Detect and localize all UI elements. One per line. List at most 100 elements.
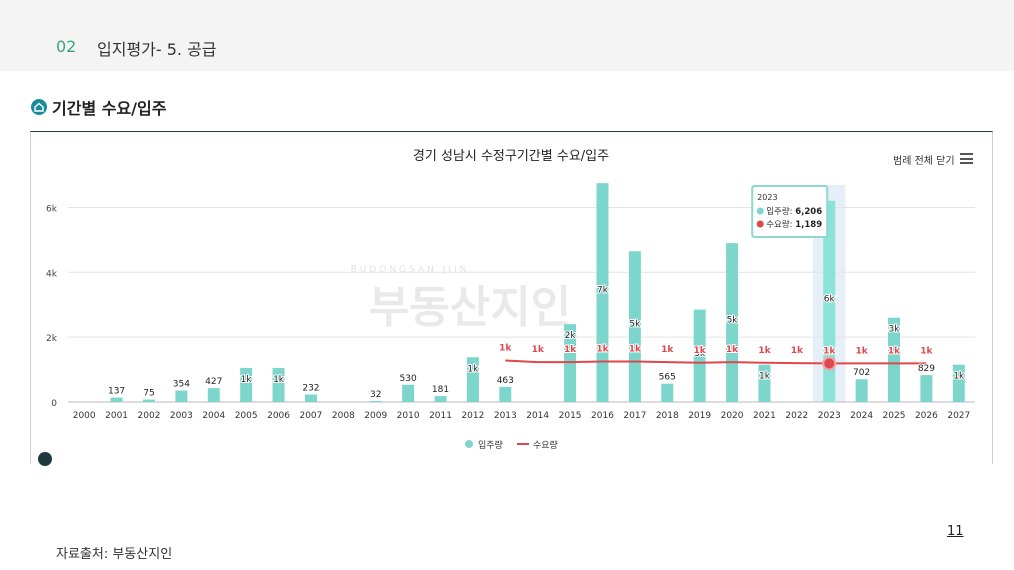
- bar: [466, 357, 479, 402]
- bar: [693, 309, 706, 402]
- tooltip-row-label: 입주량:: [766, 206, 792, 217]
- bar: [240, 367, 253, 402]
- x-tick-label: 2003: [170, 411, 193, 421]
- tooltip-row-label: 수요량:: [766, 219, 792, 230]
- bar: [272, 367, 285, 402]
- bar-data-label: 232: [302, 383, 319, 393]
- watermark-text: 부동산지인: [369, 282, 571, 333]
- bar: [888, 317, 901, 402]
- x-tick-label: 2001: [105, 411, 128, 421]
- bar: [110, 397, 123, 402]
- bar: [402, 384, 415, 402]
- brand-logo-icon: [38, 452, 52, 466]
- demand-data-label: 1k: [758, 346, 771, 356]
- bar-data-label: 7k: [597, 286, 609, 296]
- x-tick-label: 2026: [915, 411, 938, 421]
- x-tick-label: 2014: [526, 411, 549, 421]
- bar: [369, 400, 382, 402]
- supply-demand-chart: 경기 성남시 수정구기간별 수요/입주 0 2k 4k 6k 부동산지인 BUDONGSAN…: [46, 149, 975, 451]
- y-tick-label: 4k: [46, 269, 58, 279]
- bar: [142, 399, 155, 402]
- demand-point-marker: [822, 356, 837, 371]
- bar-data-label: 829: [918, 364, 935, 374]
- x-tick-label: 2002: [138, 411, 161, 421]
- bar: [207, 388, 220, 402]
- demand-line: [505, 359, 927, 365]
- x-tick-label: 2017: [623, 411, 646, 421]
- bar-data-label: 354: [173, 380, 190, 390]
- y-tick-label: 0: [51, 399, 57, 409]
- bar: [434, 396, 447, 402]
- bar: [628, 251, 641, 402]
- x-tick-label: 2006: [267, 411, 290, 421]
- legend-label-demand: 수요량: [533, 439, 558, 451]
- y-tick-label: 6k: [46, 204, 58, 214]
- x-tick-label: 2015: [559, 411, 582, 421]
- bar-data-label: 565: [659, 373, 676, 383]
- x-tick-label: 2024: [850, 411, 873, 421]
- bar: [304, 394, 317, 402]
- demand-data-label: 1k: [629, 344, 642, 354]
- x-tick-label: 2013: [494, 411, 517, 421]
- demand-data-label: 1k: [661, 345, 674, 355]
- demand-data-label: 1k: [856, 346, 869, 356]
- bar-data-label: 463: [497, 376, 514, 386]
- bar-data-label: 6k: [824, 294, 836, 304]
- source-note: 자료출처: 부동산지인: [56, 547, 173, 562]
- demand-data-label: 1k: [694, 346, 707, 356]
- legend-toggle-button[interactable]: 범례 전체 닫기: [893, 156, 955, 167]
- x-tick-label: 2011: [429, 411, 452, 421]
- bar-data-label: 1k: [273, 375, 285, 385]
- x-tick-label: 2008: [332, 411, 355, 421]
- bar: [175, 390, 188, 402]
- x-tick-label: 2021: [753, 411, 776, 421]
- bar: [952, 364, 965, 402]
- bar-data-label: 181: [432, 385, 449, 395]
- x-tick-label: 2023: [818, 411, 841, 421]
- x-tick-label: 2010: [397, 411, 420, 421]
- demand-data-label: 1k: [499, 343, 512, 353]
- bar-data-label: 1k: [467, 364, 479, 374]
- x-tick-label: 2020: [721, 411, 744, 421]
- demand-data-label: 1k: [532, 345, 545, 355]
- section-title: 기간별 수요/입주: [52, 99, 167, 118]
- slide-number: 02: [56, 37, 77, 56]
- demand-data-label: 1k: [726, 345, 739, 355]
- tooltip-marker: [756, 207, 764, 215]
- x-tick-label: 2000: [73, 411, 96, 421]
- bar-data-label: 3k: [694, 349, 706, 359]
- x-tick-label: 2012: [461, 411, 484, 421]
- chart-frame: [30, 131, 993, 464]
- watermark-subtext: BUDONGSAN JIIN: [351, 265, 470, 275]
- tooltip-row-value: 1,189: [795, 220, 822, 230]
- demand-data-label: 1k: [596, 344, 609, 354]
- bar-data-label: 1k: [953, 372, 965, 382]
- x-tick-label: 2025: [883, 411, 906, 421]
- bar-data-label: 32: [370, 390, 381, 400]
- bar-data-label: 5k: [727, 316, 739, 326]
- bar-data-label: 1k: [241, 375, 253, 385]
- bar: [499, 386, 512, 402]
- bar-data-label: 75: [143, 389, 154, 399]
- bar-data-label: 3k: [889, 325, 901, 335]
- x-tick-label: 2022: [785, 411, 808, 421]
- bar-data-label: 530: [400, 374, 417, 384]
- x-tick-label: 2007: [299, 411, 322, 421]
- x-tick-label: 2018: [656, 411, 679, 421]
- slide-header: 02 입지평가- 5. 공급: [0, 0, 1014, 71]
- x-tick-label: 2004: [202, 411, 225, 421]
- bar-data-label: 2k: [565, 331, 577, 341]
- tooltip-category: 2023: [757, 193, 777, 202]
- bar-data-label: 1k: [759, 372, 771, 382]
- demand-data-label: 1k: [888, 346, 901, 356]
- tooltip-box: [751, 185, 829, 238]
- y-tick-label: 2k: [46, 334, 58, 344]
- hamburger-menu-icon[interactable]: [960, 153, 973, 164]
- bar-data-label: 702: [853, 368, 870, 378]
- bar: [823, 200, 836, 402]
- bar-data-label: 427: [205, 377, 222, 387]
- x-tick-label: 2009: [364, 411, 387, 421]
- legend-marker-supply: [465, 440, 473, 448]
- bar: [661, 383, 674, 402]
- bar: [596, 183, 609, 402]
